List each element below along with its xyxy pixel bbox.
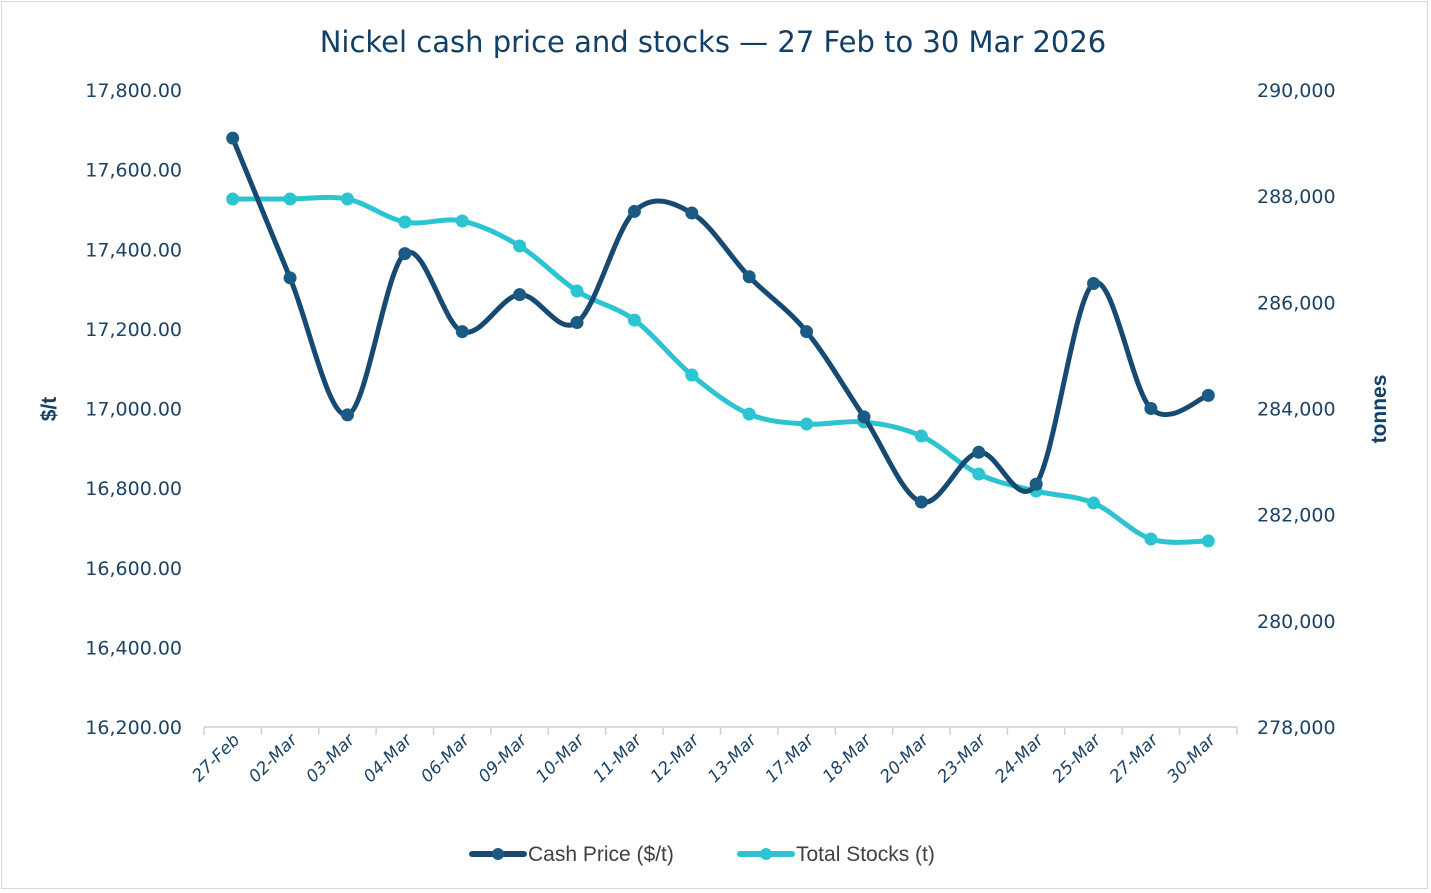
point-cash-price[interactable] <box>398 247 412 261</box>
point-cash-price[interactable] <box>226 131 240 145</box>
point-cash-price[interactable] <box>570 316 584 330</box>
series-total-stocks <box>226 192 1215 548</box>
point-total-stocks[interactable] <box>570 284 584 298</box>
point-total-stocks[interactable] <box>226 192 240 206</box>
y-tick-label: 17,800.00 <box>85 80 182 102</box>
y2-tick-label: 290,000 <box>1257 80 1336 102</box>
legend-item-cash-price[interactable]: Cash Price ($/t) <box>469 843 674 866</box>
legend: Cash Price ($/t) Total Stocks (t) <box>469 843 935 866</box>
point-total-stocks[interactable] <box>340 192 354 206</box>
y2-tick-label: 278,000 <box>1257 717 1336 739</box>
x-tick-label: 13-Mar <box>704 730 761 787</box>
x-tick-label: 27-Mar <box>1106 730 1163 787</box>
point-total-stocks[interactable] <box>283 192 297 206</box>
point-cash-price[interactable] <box>800 325 814 339</box>
point-cash-price[interactable] <box>857 410 871 424</box>
y2-tick-label: 282,000 <box>1257 505 1336 527</box>
y2-tick-label: 284,000 <box>1257 399 1336 421</box>
y2-tick-label: 288,000 <box>1257 186 1336 208</box>
point-cash-price[interactable] <box>1029 477 1043 491</box>
point-cash-price[interactable] <box>1087 276 1101 290</box>
y-tick-label: 16,800.00 <box>85 478 182 500</box>
y-axis-right: 278,000 280,000 282,000 284,000 286,000 288,0… <box>1257 80 1336 739</box>
point-total-stocks[interactable] <box>742 407 756 421</box>
y-axis-left-label: $/t <box>38 397 61 422</box>
x-tick-label: 18-Mar <box>819 730 876 787</box>
x-axis: 27-Feb 02-Mar 03-Mar 04-Mar 06-Mar 09-Mar 10-M… <box>189 726 1238 787</box>
legend-label-total-stocks: Total Stocks (t) <box>796 843 935 866</box>
y-axis-right-label: tonnes <box>1368 375 1391 444</box>
point-cash-price[interactable] <box>972 445 986 459</box>
point-total-stocks[interactable] <box>455 214 469 228</box>
x-tick-label: 03-Mar <box>303 730 360 787</box>
x-tick-label: 20-Mar <box>876 730 933 787</box>
x-tick-label: 24-Mar <box>991 730 1048 787</box>
y-tick-label: 16,200.00 <box>85 717 182 739</box>
x-tick-label: 09-Mar <box>475 730 532 787</box>
point-cash-price[interactable] <box>513 288 527 302</box>
legend-marker-cash-price <box>492 848 504 860</box>
point-cash-price[interactable] <box>455 325 469 339</box>
legend-marker-total-stocks <box>760 848 772 860</box>
point-cash-price[interactable] <box>685 206 699 220</box>
point-total-stocks[interactable] <box>1201 534 1215 548</box>
legend-item-total-stocks[interactable]: Total Stocks (t) <box>737 843 935 866</box>
y-tick-label: 17,400.00 <box>85 239 182 261</box>
series-group <box>226 131 1215 548</box>
line-total-stocks <box>230 194 1211 545</box>
point-total-stocks[interactable] <box>513 239 527 253</box>
y-tick-label: 17,000.00 <box>85 399 182 421</box>
point-total-stocks[interactable] <box>627 313 641 327</box>
y2-tick-label: 286,000 <box>1257 292 1336 314</box>
point-cash-price[interactable] <box>627 204 641 218</box>
y-tick-label: 16,400.00 <box>85 637 182 659</box>
y-tick-label: 16,600.00 <box>85 558 182 580</box>
x-tick-label: 27-Feb <box>189 730 245 786</box>
point-cash-price[interactable] <box>340 408 354 422</box>
x-tick-label: 10-Mar <box>532 730 589 787</box>
point-total-stocks[interactable] <box>800 417 814 431</box>
y-axis-left: 16,200.00 16,400.00 16,600.00 16,800.00 17,0… <box>85 80 182 739</box>
x-tick-label: 25-Mar <box>1049 730 1106 787</box>
y-tick-label: 17,600.00 <box>85 160 182 182</box>
line-cash-price <box>230 135 1211 505</box>
x-tick-label: 17-Mar <box>762 730 819 787</box>
y-tick-label: 17,200.00 <box>85 319 182 341</box>
point-total-stocks[interactable] <box>1087 496 1101 510</box>
series-cash-price <box>226 131 1215 509</box>
x-tick-label: 23-Mar <box>934 730 991 787</box>
chart-title: Nickel cash price and stocks — 27 Feb to… <box>320 25 1107 59</box>
x-tick-label: 30-Mar <box>1163 730 1220 787</box>
y2-tick-label: 280,000 <box>1257 611 1336 633</box>
point-cash-price[interactable] <box>1144 402 1158 415</box>
point-total-stocks[interactable] <box>972 467 986 481</box>
point-total-stocks[interactable] <box>685 368 699 382</box>
point-cash-price[interactable] <box>283 271 297 285</box>
x-tick-label: 04-Mar <box>360 730 417 787</box>
point-cash-price[interactable] <box>1201 388 1215 402</box>
x-tick-label: 02-Mar <box>245 730 302 787</box>
point-cash-price[interactable] <box>742 270 756 284</box>
x-tick-label: 12-Mar <box>647 730 704 787</box>
legend-label-cash-price: Cash Price ($/t) <box>528 843 674 866</box>
point-total-stocks[interactable] <box>914 429 928 443</box>
x-tick-label: 11-Mar <box>589 730 646 787</box>
x-tick-label: 06-Mar <box>417 730 474 787</box>
point-total-stocks[interactable] <box>1144 532 1158 546</box>
point-cash-price[interactable] <box>914 495 928 509</box>
point-total-stocks[interactable] <box>398 215 412 229</box>
